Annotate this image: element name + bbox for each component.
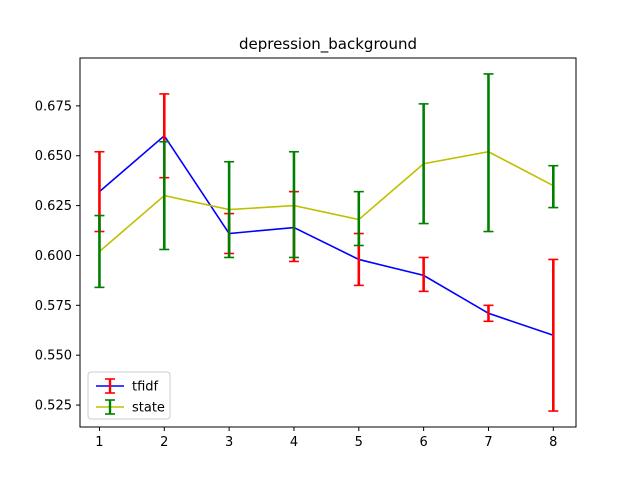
- y-tick-label: 0.675: [35, 99, 72, 114]
- legend-label-tfidf: tfidf: [132, 380, 159, 395]
- plot-area: [94, 73, 559, 412]
- series-line-state: [98, 150, 554, 253]
- chart-title: depression_background: [239, 35, 417, 54]
- y-tick-label: 0.600: [35, 249, 72, 264]
- x-tick-label: 5: [355, 435, 363, 450]
- legend: tfidf state: [87, 371, 171, 420]
- y-tick-label: 0.550: [35, 349, 72, 364]
- axes: 1 2 3 4 5 6 7 8 0.525 0.550 0.575 0.600 0.625 0.650 0.…: [35, 99, 558, 450]
- x-tick-label: 1: [95, 435, 103, 450]
- legend-label-state: state: [132, 401, 165, 416]
- y-tick-label: 0.625: [35, 199, 72, 214]
- x-tick-label: 6: [419, 435, 427, 450]
- x-tick-label: 7: [484, 435, 492, 450]
- x-tick-label: 4: [290, 435, 298, 450]
- x-tick-label: 3: [225, 435, 233, 450]
- y-tick-label: 0.650: [35, 149, 72, 164]
- series-line-tfidf: [98, 134, 554, 337]
- y-tick-label: 0.525: [35, 399, 72, 414]
- x-tick-label: 8: [549, 435, 557, 450]
- plot-frame: [79, 57, 577, 428]
- y-tick-label: 0.575: [35, 299, 72, 314]
- x-tick-label: 2: [160, 435, 168, 450]
